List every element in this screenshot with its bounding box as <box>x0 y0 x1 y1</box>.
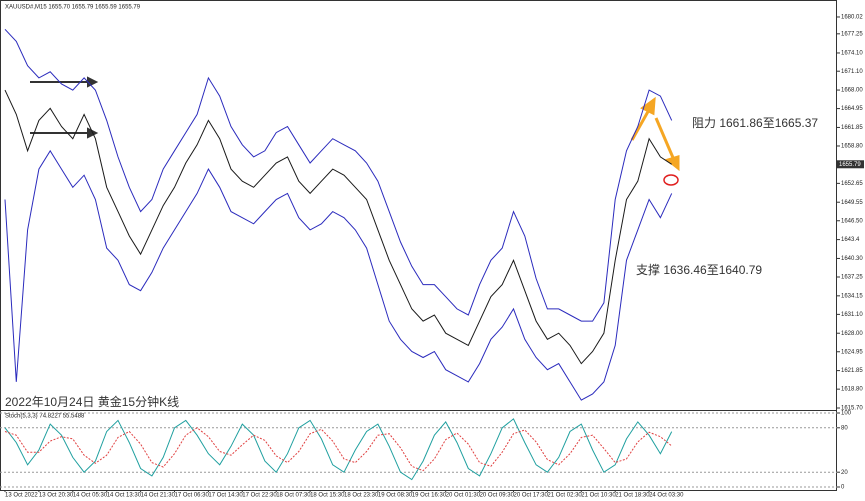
chart-caption: 2022年10月24日 黄金15分钟K线 <box>5 394 179 409</box>
series-line <box>4 418 673 481</box>
plot-frame <box>0 0 837 491</box>
y-tick-label: 0 <box>841 485 845 491</box>
chart-title: XAUUSD#,M15 1655.70 1655.79 1655.59 1655… <box>5 5 141 11</box>
y-tick-label: 1621.85 <box>841 368 863 374</box>
x-tick-label: 21 Oct 18:30 <box>615 493 650 499</box>
y-tick-label: 1615.70 <box>841 406 863 412</box>
y-tick-label: 1624.95 <box>841 349 863 355</box>
resistance-annotation: 阻力 1661.86至1665.37 <box>692 116 818 130</box>
y-tick-label: 1634.15 <box>841 293 863 299</box>
x-tick-label: 14 Oct 21:30 <box>141 493 176 499</box>
y-tick-label: 1680.02 <box>841 15 863 21</box>
x-tick-label: 19 Oct 08:30 <box>378 493 413 499</box>
x-tick-label: 19 Oct 16:30 <box>412 493 447 499</box>
y-tick-label: 1637.25 <box>841 275 863 281</box>
indicator-title: Stoch(5,3,3) 74.8227 55.5488 <box>5 414 85 420</box>
y-tick-label: 1646.50 <box>841 218 863 224</box>
x-tick-label: 13 Oct 2022 <box>5 493 38 499</box>
x-tick-label: 17 Oct 06:30 <box>175 493 210 499</box>
series-line <box>4 28 673 322</box>
x-tick-label: 14 Oct 13:30 <box>107 493 142 499</box>
y-tick-label: 1661.85 <box>841 125 863 131</box>
x-tick-label: 18 Oct 15:30 <box>310 493 345 499</box>
y-tick-label: 1652.65 <box>841 181 863 187</box>
y-tick-label: 100 <box>841 411 852 417</box>
x-tick-label: 18 Oct 23:30 <box>344 493 379 499</box>
x-tick-label: 14 Oct 05:30 <box>73 493 108 499</box>
x-tick-label: 21 Oct 10:30 <box>581 493 616 499</box>
y-tick-label: 1640.30 <box>841 256 863 262</box>
x-tick-label: 20 Oct 09:30 <box>480 493 515 499</box>
support-annotation: 支撑 1636.46至1640.79 <box>636 262 762 277</box>
x-tick-label: 18 Oct 07:30 <box>276 493 311 499</box>
price-label-box <box>837 160 864 169</box>
x-tick-label: 24 Oct 03:30 <box>649 493 684 499</box>
x-tick-label: 21 Oct 02:30 <box>547 493 582 499</box>
y-tick-label: 1618.80 <box>841 387 863 393</box>
current-price-label: 1655.79 <box>839 162 861 168</box>
x-tick-label: 20 Oct 17:30 <box>514 493 549 499</box>
y-tick-label: 1643.4 <box>841 237 860 243</box>
y-tick-label: 1668.00 <box>841 88 863 94</box>
y-tick-label: 1674.10 <box>841 51 863 57</box>
y-tick-label: 1677.25 <box>841 31 863 37</box>
y-tick-label: 20 <box>841 470 848 476</box>
y-tick-label: 1664.95 <box>841 106 863 112</box>
y-tick-label: 1658.80 <box>841 144 863 150</box>
x-tick-label: 20 Oct 01:30 <box>446 493 481 499</box>
y-tick-label: 1628.00 <box>841 331 863 337</box>
x-tick-label: 17 Oct 14:30 <box>208 493 243 499</box>
y-tick-label: 80 <box>841 425 848 431</box>
series-line <box>4 427 673 472</box>
series-line <box>4 149 673 401</box>
orange-arrows <box>630 96 680 172</box>
x-tick-label: 17 Oct 22:30 <box>242 493 277 499</box>
x-tick-label: 13 Oct 20:30 <box>39 493 74 499</box>
y-tick-label: 1631.10 <box>841 312 863 318</box>
y-tick-label: 1649.55 <box>841 200 863 206</box>
y-tick-label: 1671.10 <box>841 69 863 75</box>
highlight-circle <box>663 174 679 186</box>
series-line <box>4 89 672 365</box>
